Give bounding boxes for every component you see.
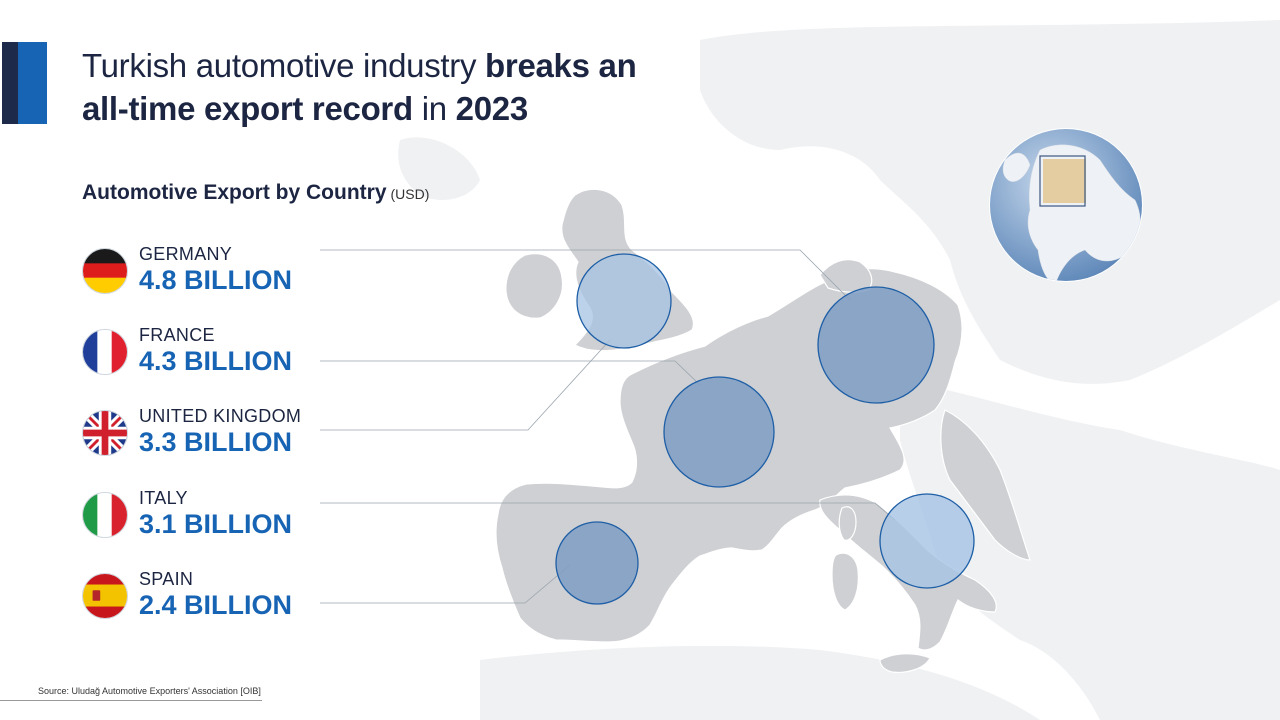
section-subtitle: Automotive Export by Country (USD) (82, 181, 429, 205)
export-value: 3.3 BILLION (139, 427, 293, 457)
italy-bubble (879, 493, 975, 589)
country-name: UNITED KINGDOM (139, 406, 302, 426)
balkans-shape (940, 409, 1031, 561)
export-value: 4.3 BILLION (139, 346, 293, 376)
spain-bubble (555, 521, 639, 605)
ireland-shape (505, 253, 564, 319)
source-divider (0, 700, 262, 701)
subtitle-label: Automotive Export by Country (82, 181, 387, 204)
country-name: SPAIN (139, 569, 194, 589)
france-flag-icon (82, 329, 128, 375)
country-name: FRANCE (139, 325, 215, 345)
source-note: Source: Uludağ Automotive Exporters' Ass… (38, 686, 261, 696)
germany-connector (320, 249, 851, 301)
connector-lines (320, 249, 896, 604)
globe-icon (989, 128, 1143, 282)
sardinia-shape (831, 552, 859, 611)
export-value: 2.4 BILLION (139, 590, 293, 620)
country-row-spain: SPAIN 2.4 BILLION (82, 569, 342, 629)
page-title: Turkish automotive industry breaks an al… (82, 44, 722, 130)
uk-bubble (576, 253, 672, 349)
north-germany-shape (819, 259, 873, 293)
subtitle-unit: (USD) (390, 186, 430, 202)
country-row-france: FRANCE 4.3 BILLION (82, 325, 342, 385)
export-value: 4.8 BILLION (139, 265, 293, 295)
title-year: 2023 (455, 90, 529, 127)
spain-connector (320, 564, 571, 604)
germany-bubble (817, 286, 935, 404)
country-row-germany: GERMANY 4.8 BILLION (82, 244, 342, 304)
title-part-4: in (412, 90, 456, 127)
sicily-shape (879, 653, 931, 673)
bubbles (555, 253, 975, 605)
globe-highlight-box (1039, 155, 1086, 207)
germany-flag-icon (82, 248, 128, 294)
uk-flag-icon (82, 410, 128, 456)
country-row-uk: UNITED KINGDOM 3.3 BILLION (82, 406, 342, 466)
country-name: GERMANY (139, 244, 233, 264)
accent-bar-blue (18, 42, 47, 124)
accent-bar-dark (2, 42, 18, 124)
france-connector (320, 360, 701, 386)
country-row-italy: ITALY 3.1 BILLION (82, 488, 342, 548)
country-name: ITALY (139, 488, 188, 508)
title-part-2: breaks an (485, 47, 637, 84)
france-bubble (663, 376, 775, 488)
italy-flag-icon (82, 492, 128, 538)
title-part-1: Turkish automotive industry (82, 47, 486, 84)
corsica-shape (838, 506, 857, 541)
uk-connector (320, 339, 611, 431)
title-part-3: all-time export record (82, 90, 413, 127)
export-value: 3.1 BILLION (139, 509, 293, 539)
spain-flag-icon (82, 573, 128, 619)
